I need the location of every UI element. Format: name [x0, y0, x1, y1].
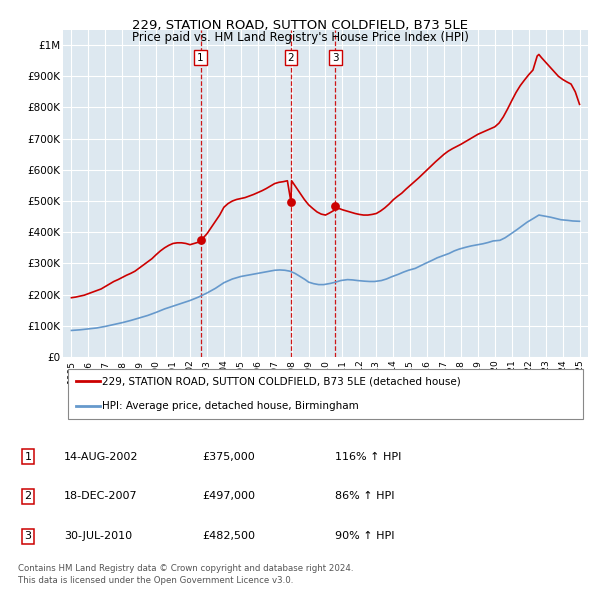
Text: 229, STATION ROAD, SUTTON COLDFIELD, B73 5LE: 229, STATION ROAD, SUTTON COLDFIELD, B73…: [132, 19, 468, 32]
Text: 3: 3: [332, 53, 338, 63]
Text: 2: 2: [25, 491, 32, 502]
Text: 229, STATION ROAD, SUTTON COLDFIELD, B73 5LE (detached house): 229, STATION ROAD, SUTTON COLDFIELD, B73…: [103, 376, 461, 386]
Text: 116% ↑ HPI: 116% ↑ HPI: [335, 452, 401, 461]
Text: 30-JUL-2010: 30-JUL-2010: [64, 532, 132, 541]
Text: £482,500: £482,500: [202, 532, 255, 541]
Text: 86% ↑ HPI: 86% ↑ HPI: [335, 491, 394, 502]
Point: [286, 197, 296, 206]
Point: [196, 235, 205, 245]
Text: 3: 3: [25, 532, 32, 541]
Text: Price paid vs. HM Land Registry's House Price Index (HPI): Price paid vs. HM Land Registry's House …: [131, 31, 469, 44]
Text: This data is licensed under the Open Government Licence v3.0.: This data is licensed under the Open Gov…: [18, 576, 293, 585]
Text: 18-DEC-2007: 18-DEC-2007: [64, 491, 137, 502]
Text: Contains HM Land Registry data © Crown copyright and database right 2024.: Contains HM Land Registry data © Crown c…: [18, 563, 353, 573]
Text: 14-AUG-2002: 14-AUG-2002: [64, 452, 139, 461]
Text: 2: 2: [287, 53, 294, 63]
Text: 1: 1: [197, 53, 204, 63]
Text: £497,000: £497,000: [202, 491, 255, 502]
FancyBboxPatch shape: [68, 369, 583, 419]
Text: HPI: Average price, detached house, Birmingham: HPI: Average price, detached house, Birm…: [103, 401, 359, 411]
Text: 90% ↑ HPI: 90% ↑ HPI: [335, 532, 394, 541]
Text: 1: 1: [25, 452, 32, 461]
Point: [331, 202, 340, 211]
Text: £375,000: £375,000: [202, 452, 255, 461]
